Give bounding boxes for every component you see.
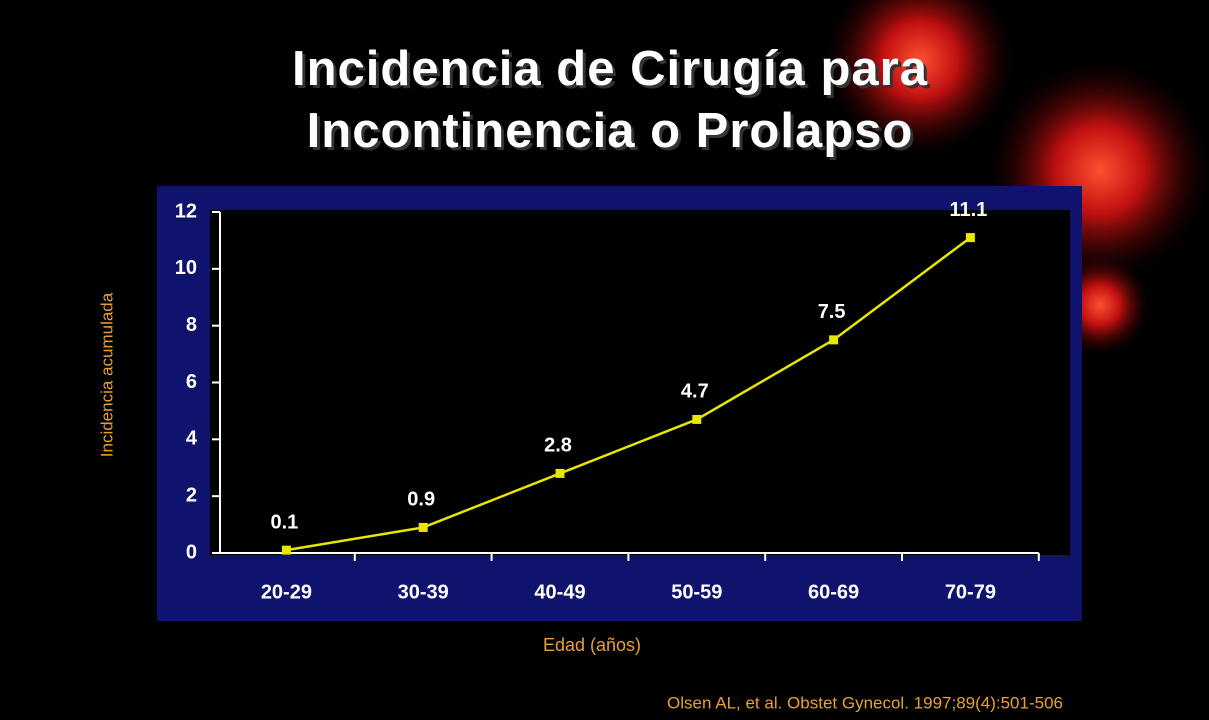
decoration [825, 0, 1015, 155]
data-point [281, 545, 291, 555]
data-label: 4.7 [681, 381, 709, 403]
data-label: 11.1 [949, 199, 987, 221]
data-line [286, 236, 972, 552]
y-tick-label: 4 [186, 428, 198, 450]
y-axis-label: Incidencia acumulada [97, 292, 116, 457]
x-axis-label: Edad (años) [543, 635, 641, 655]
x-tick-label: 60-69 [808, 581, 859, 603]
y-tick-label: 12 [175, 200, 197, 222]
x-tick-label: 50-59 [671, 581, 722, 603]
data-point [555, 468, 565, 478]
y-tick-label: 8 [186, 314, 197, 336]
y-tick-label: 2 [186, 484, 197, 506]
x-tick-label: 30-39 [398, 581, 449, 603]
data-label: 0.1 [270, 511, 298, 533]
x-tick-label: 20-29 [261, 581, 312, 603]
x-tick-label: 70-79 [945, 581, 996, 603]
source: Olsen AL, et al. Obstet Gynecol. 1997;89… [667, 693, 1063, 712]
data-point [418, 522, 428, 532]
data-label: 2.8 [544, 435, 572, 457]
y-tick-label: 0 [186, 541, 197, 563]
data-point [965, 233, 975, 243]
x-tick-label: 40-49 [534, 581, 585, 603]
data-point [692, 414, 702, 424]
data-label: 7.5 [818, 301, 846, 323]
y-tick-label: 6 [186, 371, 197, 393]
plot-area [210, 210, 1070, 555]
data-point [829, 335, 839, 345]
chart-title: Incidencia de Cirugía para Incontinencia… [292, 42, 928, 158]
data-label: 0.9 [407, 489, 435, 511]
y-tick-label: 10 [175, 257, 197, 279]
